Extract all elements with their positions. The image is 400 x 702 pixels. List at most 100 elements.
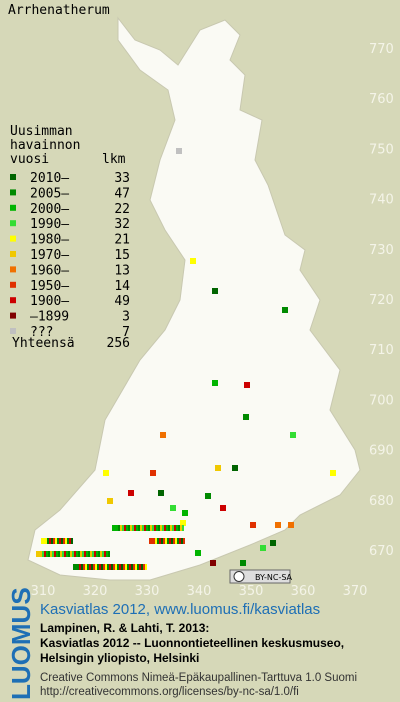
occurrence-squares — [36, 148, 336, 570]
total-count: 256 — [107, 336, 130, 351]
occurrence-square — [210, 560, 216, 566]
occurrence-square — [270, 540, 276, 546]
legend-count: 33 — [114, 171, 130, 186]
occurrence-square — [195, 550, 201, 556]
legend-label: 1990– — [30, 217, 69, 232]
occurrence-square — [190, 258, 196, 264]
legend-count: 22 — [114, 202, 130, 217]
occurrence-square — [232, 465, 238, 471]
legend-swatch — [10, 189, 16, 196]
occurrence-square — [36, 551, 42, 557]
occurrence-square — [205, 493, 211, 499]
license: http://creativecommons.org/licenses/by-n… — [40, 686, 299, 698]
link[interactable]: Kasviatlas 2012, www.luomus.fi/kasviatla… — [40, 601, 320, 618]
grid-east-label: 330 — [135, 584, 160, 599]
legend-label: 1970– — [30, 248, 69, 263]
occurrence-square — [149, 538, 155, 544]
legend-count: 49 — [114, 294, 130, 309]
legend-label: 1960– — [30, 263, 69, 278]
grid-east-label: 340 — [187, 584, 212, 599]
occurrence-square — [243, 414, 249, 420]
legend-label: –1899 — [30, 310, 69, 325]
grid-north-label: 740 — [369, 193, 394, 208]
legend-swatch — [10, 328, 16, 334]
occurrence-square — [158, 490, 164, 496]
occurrence-square — [220, 505, 226, 511]
occurrence-square — [170, 505, 176, 511]
citation: Helsingin yliopisto, Helsinki — [40, 651, 199, 665]
citation: Kasviatlas 2012 -- Luonnontieteellinen k… — [40, 636, 344, 650]
legend-count: 47 — [114, 186, 130, 201]
occurrence-square — [212, 288, 218, 294]
legend-swatch — [10, 266, 16, 273]
cc-icon — [233, 571, 245, 582]
legend-label: 1950– — [30, 279, 69, 294]
grid-east-label: 360 — [291, 584, 316, 599]
legend-swatch — [10, 281, 16, 288]
legend-label: 2005– — [30, 186, 69, 201]
grid-north-label: 760 — [369, 92, 394, 107]
grid-east-label: 310 — [31, 584, 56, 599]
grid-east-label: 370 — [343, 584, 368, 599]
legend-swatch — [10, 204, 16, 211]
occurrence-square — [275, 522, 281, 528]
legend-count: 3 — [122, 310, 130, 325]
legend: 2010– 33 2005– 47 2000– 22 1990– 32 1980– 21 1970–… — [10, 171, 130, 340]
occurrence-square — [288, 522, 294, 528]
occurrence-square — [282, 307, 288, 313]
occurrence-square — [150, 470, 156, 476]
occurrence-square — [112, 525, 118, 531]
legend-label: 1900– — [30, 294, 69, 309]
occurrence-square — [290, 432, 296, 438]
grid-north-label: 700 — [369, 393, 394, 408]
occurrence-square — [107, 498, 113, 504]
cc-badge-text: BY-NC-SA — [255, 573, 293, 582]
legend-count: 15 — [114, 248, 130, 263]
total-label: Yhteensä — [12, 336, 75, 351]
occurrence-square — [128, 490, 134, 496]
occurrence-square — [182, 510, 188, 516]
grid-north-label: 690 — [369, 444, 394, 459]
occurrence-square — [180, 520, 186, 526]
legend-swatch — [10, 220, 16, 227]
occurrence-square — [160, 432, 166, 438]
occurrence-square — [103, 470, 109, 476]
legend-swatch — [10, 297, 16, 304]
legend-count: 32 — [114, 217, 130, 232]
grid-north-label: 720 — [369, 293, 394, 308]
grid-north-label: 710 — [369, 343, 394, 358]
grid-north-label: 680 — [369, 494, 394, 509]
legend-count: 7 — [122, 325, 130, 340]
occurrence-square — [250, 522, 256, 528]
grid-north-label: 770 — [369, 42, 394, 57]
legend-swatch — [10, 312, 16, 319]
occurrence-square — [260, 545, 266, 551]
logo: LUOMUS — [6, 587, 36, 700]
grid-north-label: 730 — [369, 243, 394, 258]
occurrence-square — [176, 148, 182, 154]
legend-swatch — [10, 251, 16, 257]
occurrence-square — [330, 470, 336, 476]
legend-heading: vuosi — [10, 152, 49, 167]
legend-count: 21 — [114, 233, 130, 248]
finland-outline — [27, 16, 361, 581]
occurrence-square — [212, 380, 218, 386]
legend-label: ??? — [30, 325, 53, 340]
legend-count-heading: lkm — [102, 152, 126, 167]
legend-count: 14 — [114, 279, 130, 294]
legend-heading: Uusimman — [10, 124, 73, 139]
legend-label: 2000– — [30, 202, 69, 217]
species-title: Arrhenatherum — [8, 3, 110, 18]
legend-count: 13 — [114, 263, 130, 278]
legend-swatch — [10, 174, 16, 180]
occurrence-square — [73, 564, 79, 570]
occurrence-square — [215, 465, 221, 471]
grid-north-label: 750 — [369, 142, 394, 157]
legend-swatch — [10, 235, 16, 242]
grid-east-label: 320 — [83, 584, 108, 599]
legend-label: 2010– — [30, 171, 69, 186]
grid-north-label: 670 — [369, 544, 394, 559]
occurrence-square — [240, 560, 246, 566]
license: Creative Commons Nimeä-Epäkaupallinen-Ta… — [40, 672, 357, 684]
